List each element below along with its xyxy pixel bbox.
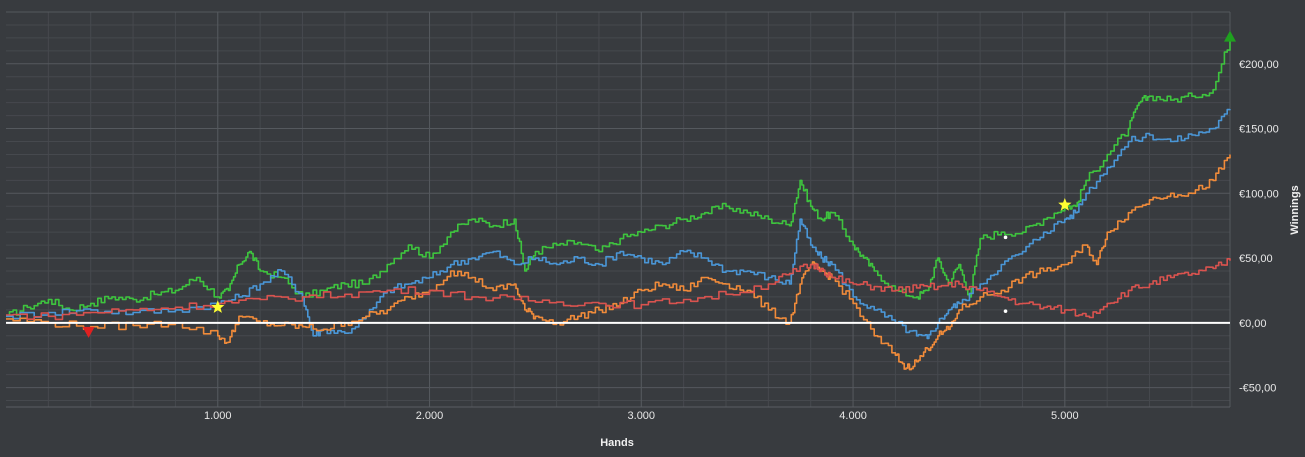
y-tick-label: €200,00 [1239,59,1279,71]
series-line-4 [6,258,1231,321]
y-tick-label: €50,00 [1239,253,1273,265]
series-layer [6,37,1231,371]
y-tick-label: €0,00 [1239,318,1267,330]
markers-layer [82,30,1236,338]
dot-marker [1003,235,1008,240]
max-triangle-marker [1224,30,1236,42]
x-tick-label: 4.000 [839,410,867,422]
y-tick-labels: -€50,00 €0,00 €50,00 €100,00 €150,00 €200,00 [1239,59,1279,395]
x-tick-label: 1.000 [204,410,232,422]
y-axis-title: Winnings [1289,185,1301,234]
y-tick-label: €150,00 [1239,124,1279,136]
star-marker [211,300,225,313]
x-tick-labels: 1.000 2.000 3.000 4.000 5.000 [204,410,1079,422]
y-tick-label: -€50,00 [1239,383,1276,395]
series-line-1 [6,37,1231,318]
min-triangle-marker [82,326,95,338]
x-tick-label: 2.000 [416,410,444,422]
star-marker [1058,198,1072,211]
x-tick-label: 5.000 [1051,410,1079,422]
y-tick-label: €100,00 [1239,188,1279,200]
series-line-2 [6,108,1231,340]
dot-marker [1003,309,1008,313]
series-line-3 [6,154,1231,371]
x-tick-label: 3.000 [628,410,656,422]
x-axis-title: Hands [600,437,634,449]
